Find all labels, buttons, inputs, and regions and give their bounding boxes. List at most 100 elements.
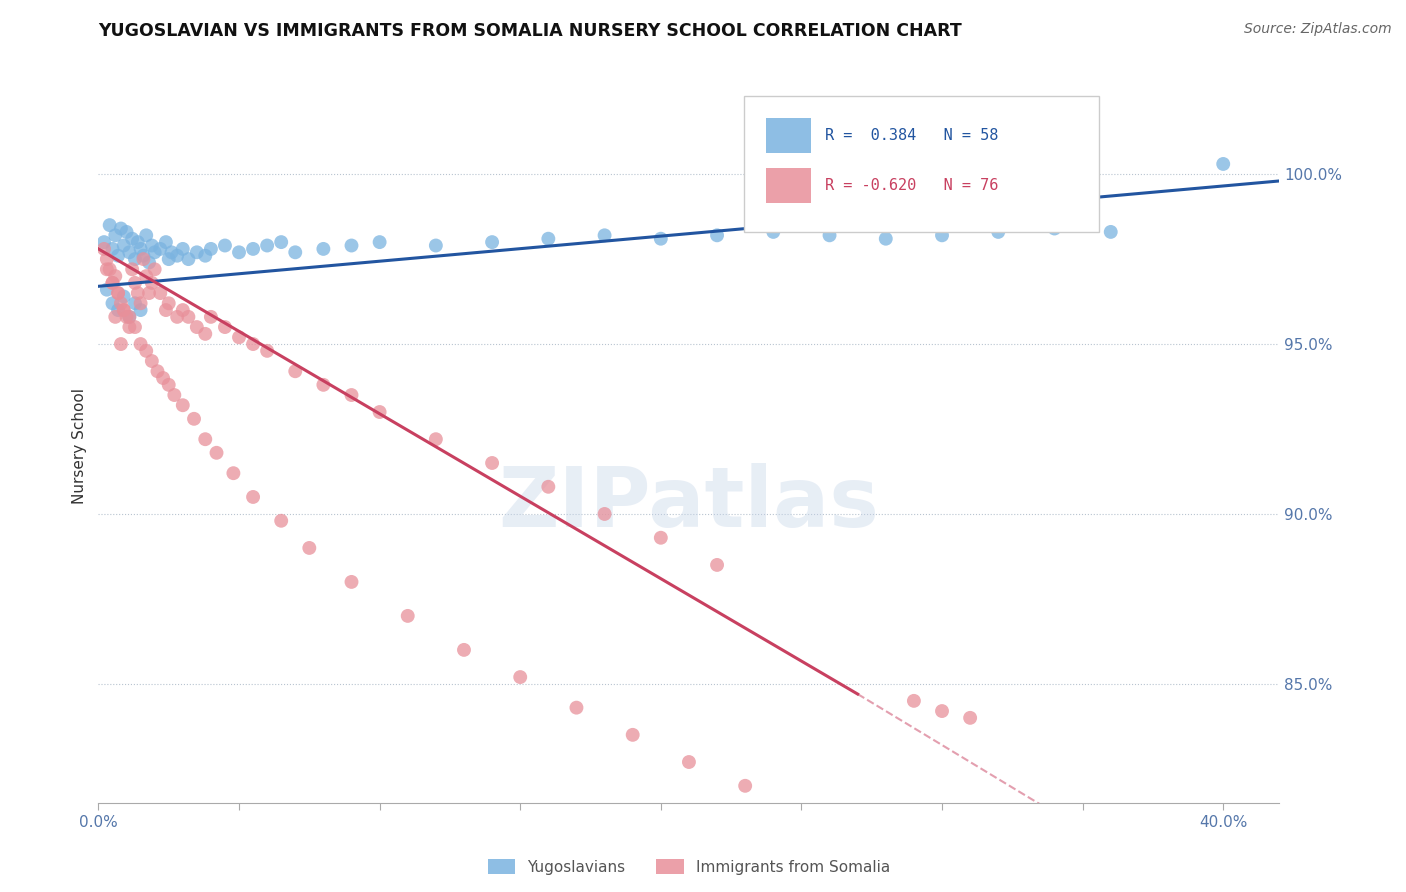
Point bbox=[124, 276, 146, 290]
Point bbox=[101, 276, 124, 290]
Point bbox=[124, 296, 146, 310]
Point bbox=[118, 245, 141, 260]
Legend: Yugoslavians, Immigrants from Somalia: Yugoslavians, Immigrants from Somalia bbox=[482, 853, 896, 880]
Point bbox=[107, 249, 129, 263]
Point bbox=[256, 238, 278, 252]
Point bbox=[98, 262, 121, 277]
Point bbox=[115, 310, 138, 324]
Point bbox=[96, 262, 118, 277]
Point bbox=[96, 252, 118, 266]
Point bbox=[143, 245, 166, 260]
Point bbox=[621, 728, 644, 742]
Point bbox=[157, 252, 180, 266]
Point bbox=[650, 531, 672, 545]
Point bbox=[146, 364, 169, 378]
Point bbox=[110, 337, 132, 351]
Point bbox=[340, 574, 363, 589]
Point bbox=[537, 232, 560, 246]
Point bbox=[242, 337, 264, 351]
Point bbox=[186, 320, 208, 334]
Point bbox=[112, 303, 135, 318]
Point bbox=[93, 235, 115, 249]
Point bbox=[194, 249, 217, 263]
Point bbox=[298, 541, 321, 555]
Point bbox=[194, 432, 217, 446]
Point bbox=[155, 235, 177, 249]
Point bbox=[129, 242, 152, 256]
Point bbox=[242, 490, 264, 504]
FancyBboxPatch shape bbox=[766, 168, 811, 203]
FancyBboxPatch shape bbox=[766, 118, 811, 153]
Point bbox=[177, 252, 200, 266]
Point bbox=[163, 388, 186, 402]
Text: Source: ZipAtlas.com: Source: ZipAtlas.com bbox=[1244, 22, 1392, 37]
Point bbox=[565, 700, 588, 714]
Point bbox=[242, 242, 264, 256]
Point bbox=[706, 558, 728, 572]
Point bbox=[593, 507, 616, 521]
Point bbox=[107, 286, 129, 301]
Point bbox=[121, 262, 143, 277]
Point bbox=[115, 225, 138, 239]
Point bbox=[157, 296, 180, 310]
Point bbox=[678, 755, 700, 769]
Point bbox=[172, 242, 194, 256]
Point bbox=[96, 283, 118, 297]
Point bbox=[931, 704, 953, 718]
Point bbox=[593, 228, 616, 243]
Y-axis label: Nursery School: Nursery School bbox=[72, 388, 87, 504]
Text: YUGOSLAVIAN VS IMMIGRANTS FROM SOMALIA NURSERY SCHOOL CORRELATION CHART: YUGOSLAVIAN VS IMMIGRANTS FROM SOMALIA N… bbox=[98, 22, 962, 40]
Point bbox=[129, 337, 152, 351]
Point bbox=[340, 388, 363, 402]
Point bbox=[903, 694, 925, 708]
Point bbox=[104, 228, 127, 243]
Point bbox=[110, 296, 132, 310]
Point bbox=[141, 276, 163, 290]
Point bbox=[104, 269, 127, 284]
Point bbox=[127, 235, 149, 249]
Text: R = -0.620   N = 76: R = -0.620 N = 76 bbox=[825, 178, 998, 193]
Point bbox=[270, 514, 292, 528]
Point bbox=[135, 269, 157, 284]
Point bbox=[135, 343, 157, 358]
Point bbox=[166, 249, 188, 263]
Point bbox=[127, 286, 149, 301]
Point bbox=[124, 320, 146, 334]
Text: ZIPatlas: ZIPatlas bbox=[499, 463, 879, 543]
Point bbox=[112, 289, 135, 303]
Point bbox=[228, 245, 250, 260]
Point bbox=[256, 343, 278, 358]
Point bbox=[200, 242, 222, 256]
Point bbox=[875, 232, 897, 246]
Point bbox=[143, 262, 166, 277]
Point bbox=[160, 245, 183, 260]
Point bbox=[138, 255, 160, 269]
Point bbox=[1099, 225, 1122, 239]
Point bbox=[200, 310, 222, 324]
Point bbox=[141, 238, 163, 252]
Point bbox=[931, 228, 953, 243]
Point bbox=[453, 643, 475, 657]
FancyBboxPatch shape bbox=[744, 96, 1098, 232]
Point bbox=[149, 286, 172, 301]
Point bbox=[396, 608, 419, 623]
Point bbox=[425, 238, 447, 252]
Point bbox=[152, 371, 174, 385]
Point bbox=[129, 303, 152, 318]
Point bbox=[368, 235, 391, 249]
Point bbox=[132, 252, 155, 266]
Point bbox=[149, 242, 172, 256]
Point bbox=[112, 238, 135, 252]
Point bbox=[121, 232, 143, 246]
Point bbox=[93, 242, 115, 256]
Point bbox=[959, 711, 981, 725]
Point bbox=[112, 303, 135, 318]
Point bbox=[284, 245, 307, 260]
Point bbox=[312, 242, 335, 256]
Point bbox=[118, 310, 141, 324]
Point bbox=[101, 276, 124, 290]
Point bbox=[141, 354, 163, 368]
Point bbox=[110, 221, 132, 235]
Point bbox=[101, 242, 124, 256]
Point bbox=[312, 377, 335, 392]
